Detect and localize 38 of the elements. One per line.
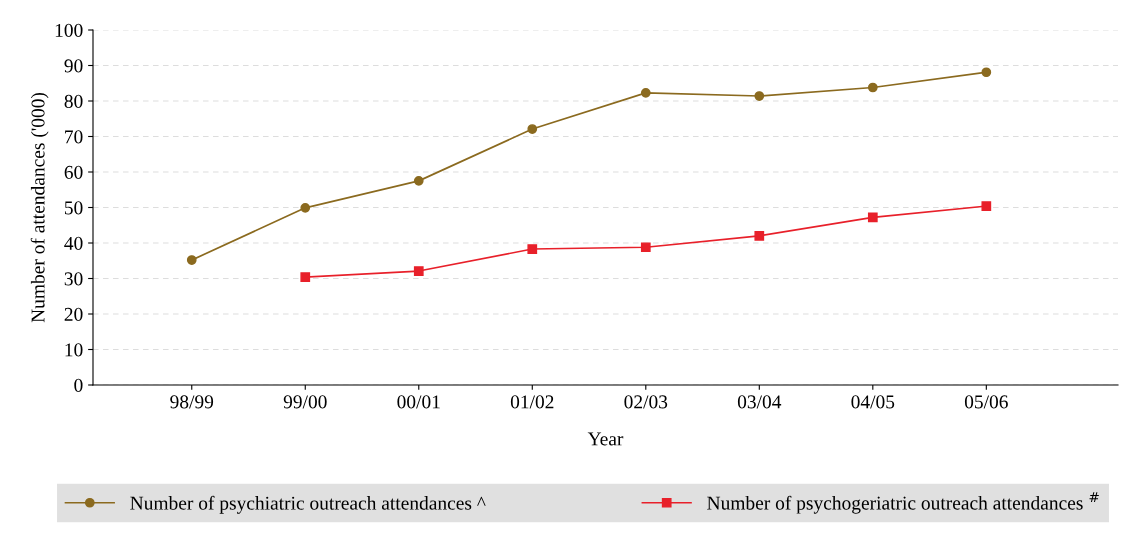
y-tick-label: 20 [64, 307, 83, 321]
y-tick-label: 70 [65, 130, 83, 144]
x-tick-label: 01/02 [510, 395, 554, 409]
x-tick-label: 05/06 [964, 395, 1008, 409]
x-tick-label: 98/99 [170, 395, 214, 409]
y-tick-label: 40 [64, 236, 83, 250]
point [300, 202, 311, 213]
x-tick-label: 99/00 [283, 395, 327, 409]
y-tick-label: 60 [64, 165, 83, 179]
point [981, 201, 992, 211]
point [413, 176, 424, 186]
point [754, 231, 765, 241]
point [640, 87, 651, 98]
point [867, 212, 878, 223]
y-tick-label: 90 [64, 59, 83, 73]
point [867, 82, 878, 93]
point [413, 266, 424, 276]
x-tick-label: 04/05 [851, 395, 895, 409]
y-axis-title: Number of attendances ('000) [30, 92, 49, 323]
y-tick-label: 0 [74, 378, 83, 392]
x-tick-label: 02/03 [624, 395, 668, 409]
point [527, 124, 538, 134]
point [300, 272, 311, 282]
legend-label: Number of psychiatric outreach attendances ^ [130, 495, 486, 514]
y-tick-label: 100 [55, 23, 83, 37]
point [754, 91, 765, 101]
x-tick-label: 03/04 [737, 395, 782, 409]
point [981, 67, 992, 78]
y-tick-label: 80 [64, 94, 83, 108]
x-axis-title: Year [587, 432, 624, 446]
legend-label: Number of psychogeriatric outreach attendances $^{#}$ [707, 492, 1099, 514]
point [527, 244, 538, 254]
point [640, 242, 651, 253]
y-tick-label: 10 [65, 343, 83, 357]
x-tick-label: 00/01 [397, 395, 440, 409]
y-tick-label: 50 [64, 201, 83, 215]
point [186, 255, 197, 265]
y-tick-label: 30 [64, 272, 83, 286]
